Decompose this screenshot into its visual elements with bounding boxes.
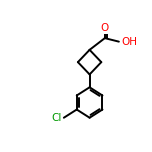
Text: Cl: Cl bbox=[51, 113, 62, 123]
Text: OH: OH bbox=[122, 37, 138, 47]
Text: O: O bbox=[101, 23, 109, 33]
